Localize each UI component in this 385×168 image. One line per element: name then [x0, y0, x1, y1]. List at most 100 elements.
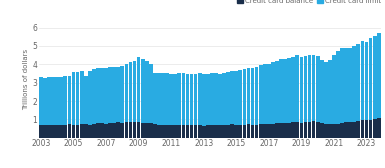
Bar [308, 122, 311, 138]
Bar [80, 71, 84, 124]
Bar [304, 122, 307, 138]
Bar [80, 124, 84, 138]
Bar [129, 62, 132, 122]
Bar [287, 123, 291, 138]
Bar [39, 125, 43, 138]
Legend: Credit card balance, Credit card limit: Credit card balance, Credit card limit [238, 0, 381, 4]
Bar [267, 124, 271, 138]
Bar [72, 72, 75, 125]
Bar [92, 69, 96, 124]
Bar [202, 126, 206, 138]
Bar [47, 77, 51, 125]
Bar [234, 71, 238, 125]
Bar [210, 125, 214, 138]
Bar [59, 77, 63, 125]
Bar [377, 33, 381, 118]
Bar [124, 122, 128, 138]
Bar [226, 125, 230, 138]
Bar [259, 65, 263, 124]
Bar [210, 73, 214, 125]
Bar [304, 56, 307, 122]
Bar [149, 123, 153, 138]
Bar [169, 125, 173, 138]
Bar [340, 123, 344, 138]
Bar [218, 125, 222, 138]
Bar [47, 125, 51, 138]
Bar [55, 77, 59, 125]
Bar [369, 120, 372, 138]
Bar [287, 58, 291, 123]
Bar [271, 62, 275, 124]
Bar [165, 73, 169, 125]
Bar [312, 121, 315, 138]
Bar [328, 60, 332, 124]
Bar [43, 125, 47, 138]
Bar [116, 67, 120, 122]
Bar [76, 72, 79, 124]
Bar [194, 74, 198, 125]
Bar [267, 65, 271, 124]
Bar [328, 124, 332, 138]
Bar [67, 76, 71, 124]
Bar [283, 123, 287, 138]
Bar [275, 61, 279, 123]
Bar [361, 120, 364, 138]
Bar [133, 122, 136, 138]
Bar [332, 124, 336, 138]
Bar [275, 123, 279, 138]
Bar [365, 120, 368, 138]
Bar [344, 48, 348, 122]
Bar [112, 67, 116, 123]
Bar [39, 77, 43, 125]
Bar [181, 73, 185, 125]
Bar [96, 68, 100, 123]
Bar [121, 123, 124, 138]
Bar [247, 68, 250, 124]
Bar [108, 123, 112, 138]
Bar [332, 55, 336, 124]
Bar [76, 124, 79, 138]
Bar [238, 70, 242, 125]
Bar [243, 69, 246, 124]
Bar [177, 125, 181, 138]
Bar [222, 125, 226, 138]
Bar [352, 46, 356, 122]
Bar [190, 125, 193, 138]
Bar [173, 125, 177, 138]
Bar [251, 69, 254, 125]
Bar [369, 38, 372, 120]
Bar [121, 66, 124, 123]
Bar [230, 71, 234, 124]
Bar [67, 124, 71, 138]
Bar [320, 123, 324, 138]
Bar [88, 124, 92, 138]
Bar [234, 125, 238, 138]
Bar [137, 57, 141, 122]
Bar [316, 122, 320, 138]
Bar [255, 125, 258, 138]
Bar [100, 123, 104, 138]
Bar [108, 67, 112, 123]
Bar [243, 124, 246, 138]
Bar [377, 118, 381, 138]
Bar [291, 57, 295, 122]
Bar [324, 62, 328, 124]
Bar [247, 124, 250, 138]
Bar [177, 73, 181, 125]
Bar [279, 123, 283, 138]
Bar [104, 124, 108, 138]
Bar [153, 124, 157, 138]
Bar [173, 74, 177, 125]
Bar [112, 123, 116, 138]
Bar [361, 41, 364, 120]
Bar [186, 125, 189, 138]
Bar [352, 122, 356, 138]
Bar [153, 73, 157, 124]
Bar [336, 51, 340, 124]
Bar [259, 124, 263, 138]
Bar [186, 74, 189, 125]
Bar [133, 61, 136, 122]
Bar [198, 73, 201, 125]
Bar [51, 124, 55, 138]
Bar [92, 124, 96, 138]
